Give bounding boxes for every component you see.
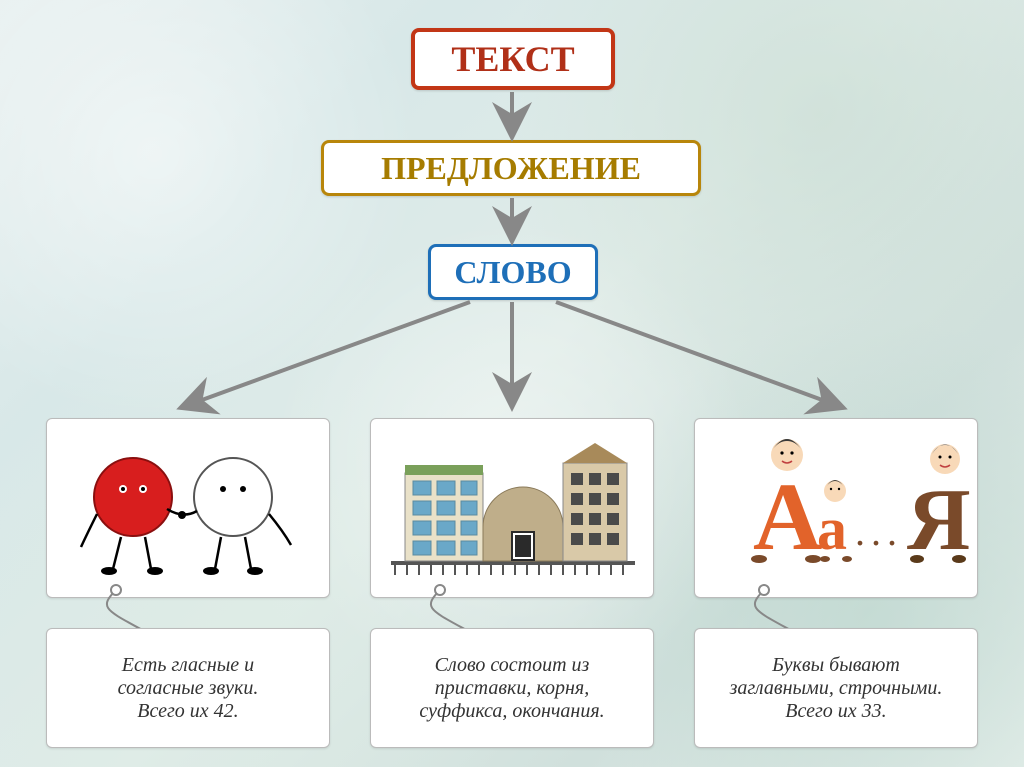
caption-parts-text: Слово состоит из приставки, корня, суффи…: [419, 654, 604, 723]
svg-text:а: а: [817, 496, 847, 562]
caption-sounds: Есть гласные и согласные звуки. Всего их…: [46, 628, 330, 748]
node-text: ТЕКСТ: [411, 28, 615, 90]
node-text-label: ТЕКСТ: [451, 38, 574, 80]
buildings-figure: [371, 419, 655, 599]
caption-parts: Слово состоит из приставки, корня, суффи…: [370, 628, 654, 748]
svg-text:А: А: [753, 463, 822, 570]
caption-sounds-text: Есть гласные и согласные звуки. Всего их…: [118, 654, 259, 723]
illustration-sounds: [46, 418, 330, 598]
node-sentence: ПРЕДЛОЖЕНИЕ: [321, 140, 701, 196]
sounds-figure: [47, 419, 331, 599]
illustration-buildings: [370, 418, 654, 598]
svg-text:...: ...: [855, 509, 903, 554]
svg-text:Я: Я: [907, 472, 971, 569]
node-sentence-label: ПРЕДЛОЖЕНИЕ: [381, 150, 641, 187]
letters-figure: А а ... Я: [695, 419, 979, 599]
node-word: СЛОВО: [428, 244, 598, 300]
node-word-label: СЛОВО: [454, 254, 571, 291]
caption-letters-text: Буквы бывают заглавными, строчными. Всег…: [730, 654, 943, 723]
illustration-letters: А а ... Я: [694, 418, 978, 598]
caption-letters: Буквы бывают заглавными, строчными. Всег…: [694, 628, 978, 748]
diagram-stage: ТЕКСТ ПРЕДЛОЖЕНИЕ СЛОВО: [0, 0, 1024, 767]
